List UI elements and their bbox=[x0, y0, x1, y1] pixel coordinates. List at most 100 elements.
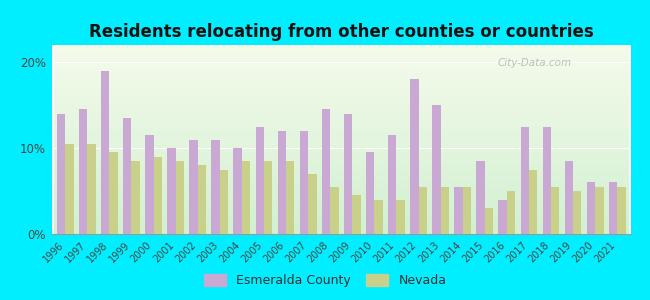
Bar bbox=[54, 106, 629, 107]
Bar bbox=[54, 79, 629, 80]
Bar bbox=[54, 109, 629, 110]
Bar bbox=[54, 87, 629, 88]
Bar bbox=[54, 74, 629, 75]
Bar bbox=[79, 110, 87, 234]
Bar bbox=[54, 209, 629, 210]
Bar bbox=[54, 63, 629, 64]
Bar bbox=[54, 142, 629, 143]
Bar bbox=[54, 221, 629, 223]
Bar bbox=[54, 169, 629, 170]
Bar bbox=[54, 225, 629, 226]
Bar bbox=[54, 195, 629, 196]
Bar bbox=[54, 145, 629, 146]
Bar bbox=[255, 127, 264, 234]
Bar bbox=[54, 204, 629, 205]
Bar bbox=[54, 201, 629, 202]
Bar bbox=[595, 187, 604, 234]
Bar bbox=[54, 127, 629, 128]
Bar bbox=[54, 71, 629, 73]
Bar bbox=[198, 165, 206, 234]
Bar bbox=[330, 187, 339, 234]
Bar bbox=[54, 70, 629, 71]
Bar bbox=[573, 191, 582, 234]
Bar bbox=[54, 76, 629, 78]
Bar bbox=[54, 190, 629, 191]
Bar bbox=[54, 232, 629, 233]
Bar bbox=[54, 220, 629, 221]
Bar bbox=[54, 80, 629, 82]
Bar bbox=[54, 152, 629, 153]
Bar bbox=[54, 133, 629, 134]
Bar bbox=[54, 138, 629, 140]
Bar bbox=[54, 164, 629, 165]
Bar bbox=[242, 161, 250, 234]
Bar bbox=[54, 122, 629, 123]
Bar bbox=[54, 134, 629, 136]
Bar bbox=[54, 60, 629, 61]
Bar bbox=[507, 191, 515, 234]
Bar bbox=[54, 118, 629, 119]
Bar bbox=[54, 162, 629, 164]
Bar bbox=[54, 170, 629, 171]
Bar bbox=[419, 187, 427, 234]
Bar bbox=[54, 124, 629, 126]
Bar bbox=[54, 98, 629, 99]
Bar bbox=[54, 188, 629, 189]
Bar bbox=[54, 49, 629, 50]
Bar bbox=[54, 69, 629, 70]
Bar bbox=[54, 45, 629, 46]
Bar bbox=[410, 80, 419, 234]
Bar bbox=[54, 158, 629, 160]
Bar bbox=[54, 141, 629, 142]
Bar bbox=[189, 140, 198, 234]
Legend: Esmeralda County, Nevada: Esmeralda County, Nevada bbox=[200, 270, 450, 291]
Bar bbox=[54, 219, 629, 220]
Bar bbox=[54, 147, 629, 148]
Bar bbox=[54, 114, 629, 116]
Bar bbox=[54, 223, 629, 224]
Bar bbox=[54, 59, 629, 60]
Bar bbox=[54, 100, 629, 102]
Bar bbox=[54, 88, 629, 89]
Bar bbox=[54, 213, 629, 214]
Bar bbox=[54, 175, 629, 176]
Bar bbox=[54, 157, 629, 158]
Bar bbox=[65, 144, 73, 234]
Bar bbox=[54, 46, 629, 47]
Bar bbox=[322, 110, 330, 234]
Bar bbox=[54, 110, 629, 112]
Bar bbox=[308, 174, 317, 234]
Bar bbox=[54, 102, 629, 103]
Bar bbox=[54, 177, 629, 178]
Bar bbox=[54, 119, 629, 121]
Bar bbox=[54, 153, 629, 154]
Bar bbox=[54, 216, 629, 217]
Bar bbox=[54, 93, 629, 94]
Bar bbox=[54, 58, 629, 59]
Bar bbox=[54, 136, 629, 137]
Bar bbox=[54, 165, 629, 166]
Bar bbox=[54, 156, 629, 157]
Bar bbox=[521, 127, 529, 234]
Bar bbox=[264, 161, 272, 234]
Bar bbox=[286, 161, 294, 234]
Bar bbox=[54, 108, 629, 109]
Bar bbox=[543, 127, 551, 234]
Bar bbox=[233, 148, 242, 234]
Bar bbox=[54, 199, 629, 200]
Bar bbox=[54, 171, 629, 172]
Bar bbox=[54, 73, 629, 74]
Bar bbox=[87, 144, 96, 234]
Bar bbox=[54, 151, 629, 152]
Bar bbox=[54, 197, 629, 199]
Bar bbox=[54, 150, 629, 151]
Bar bbox=[54, 214, 629, 215]
Bar bbox=[463, 187, 471, 234]
Bar bbox=[54, 78, 629, 79]
Bar bbox=[499, 200, 507, 234]
Bar bbox=[54, 64, 629, 65]
Bar bbox=[54, 68, 629, 69]
Bar bbox=[54, 104, 629, 106]
Bar bbox=[54, 161, 629, 162]
Bar bbox=[54, 97, 629, 98]
